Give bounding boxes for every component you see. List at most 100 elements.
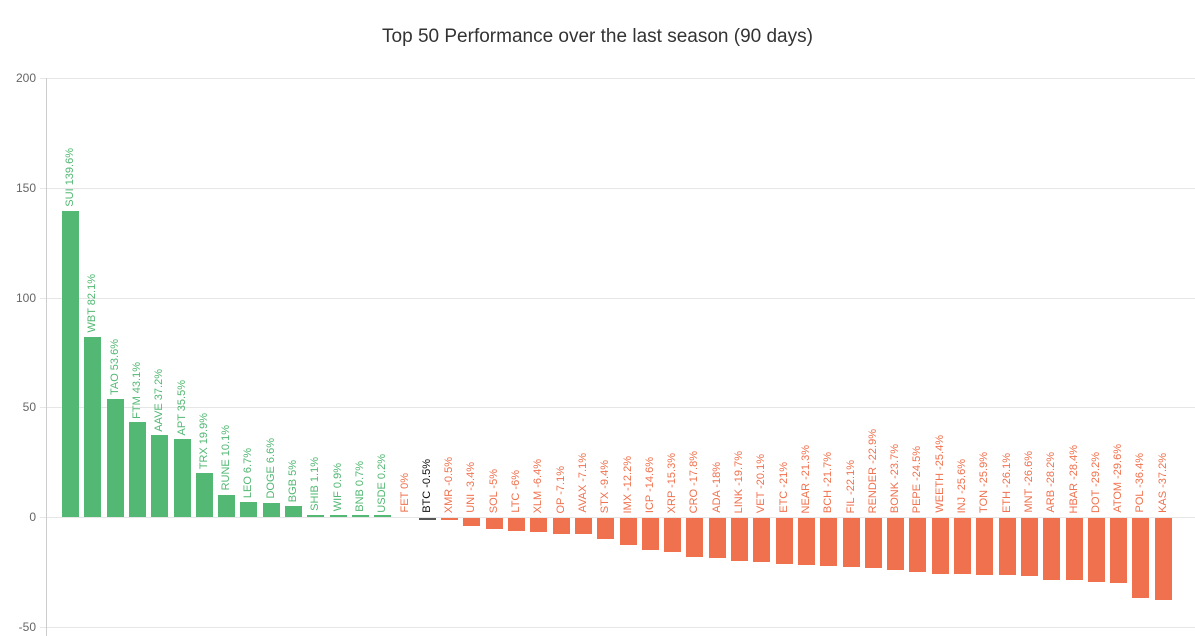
bar-STX[interactable] (597, 518, 614, 539)
bar-OP[interactable] (553, 518, 570, 534)
bar-ARB[interactable] (1043, 518, 1060, 580)
bar-label-CRO: CRO -17.8% (688, 450, 700, 513)
bar-POL[interactable] (1132, 518, 1149, 598)
bar-AAVE[interactable] (151, 435, 168, 517)
bar-LEO[interactable] (240, 502, 257, 517)
bar-MNT[interactable] (1021, 518, 1038, 577)
bar-ICP[interactable] (642, 518, 659, 550)
y-axis-line (46, 78, 47, 636)
bar-label-APT: APT 35.5% (176, 379, 188, 436)
bar-label-INJ: INJ -25.6% (956, 458, 968, 513)
bar-RENDER[interactable] (865, 518, 882, 569)
bar-label-AVAX: AVAX -7.1% (577, 453, 589, 513)
bar-PEPE[interactable] (909, 518, 926, 572)
y-axis-tick-label: 150 (15, 181, 36, 195)
bar-LINK[interactable] (731, 518, 748, 562)
bar-XLM[interactable] (530, 518, 547, 532)
bar-label-HBAR: HBAR -28.4% (1068, 444, 1080, 513)
bar-XRP[interactable] (664, 518, 681, 552)
bar-BONK[interactable] (887, 518, 904, 570)
bar-AVAX[interactable] (575, 518, 592, 534)
bar-LTC[interactable] (508, 518, 525, 532)
bar-ETH[interactable] (999, 518, 1016, 576)
bar-label-BONK: BONK -23.7% (889, 443, 901, 513)
bar-label-TRX: TRX 19.9% (198, 413, 210, 470)
bar-NEAR[interactable] (798, 518, 815, 565)
bar-RUNE[interactable] (218, 494, 235, 517)
bar-ATOM[interactable] (1110, 518, 1127, 583)
bar-SOL[interactable] (486, 518, 503, 529)
gridline (40, 517, 1195, 518)
bar-label-VET: VET -20.1% (755, 453, 767, 513)
bar-label-SUI: SUI 139.6% (64, 147, 76, 207)
bar-INJ[interactable] (954, 518, 971, 575)
y-axis-tick-label: 50 (22, 400, 36, 414)
bar-label-WIF: WIF 0.9% (332, 462, 344, 511)
gridline (40, 298, 1195, 299)
bar-SHIB[interactable] (307, 514, 324, 517)
bar-HBAR[interactable] (1066, 518, 1083, 581)
bar-ETC[interactable] (776, 518, 793, 565)
bar-BTC[interactable] (419, 518, 436, 520)
gridline (40, 627, 1195, 628)
bar-label-NEAR: NEAR -21.3% (800, 444, 812, 513)
bar-VET[interactable] (753, 518, 770, 563)
bar-label-ATOM: ATOM -29.6% (1112, 444, 1124, 513)
bar-label-ADA: ADA -18% (711, 462, 723, 513)
bar-ADA[interactable] (709, 518, 726, 558)
bar-WBT[interactable] (84, 336, 101, 517)
bar-SUI[interactable] (62, 210, 79, 517)
bar-label-ICP: ICP -14.6% (644, 456, 656, 513)
bar-label-WBT: WBT 82.1% (86, 274, 98, 333)
bar-WIF[interactable] (330, 515, 347, 517)
bar-label-FTM: FTM 43.1% (131, 361, 143, 419)
gridline (40, 407, 1195, 408)
bar-label-IMX: IMX -12.2% (622, 455, 634, 513)
bar-KAS[interactable] (1155, 518, 1172, 600)
y-axis-tick-label: 200 (15, 71, 36, 85)
bar-FTM[interactable] (129, 422, 146, 517)
bar-IMX[interactable] (620, 518, 637, 545)
bar-label-LTC: LTC -6% (510, 470, 522, 513)
y-axis-tick-label: 0 (29, 510, 36, 524)
chart-title: Top 50 Performance over the last season … (382, 26, 813, 47)
bar-label-BCH: BCH -21.7% (822, 451, 834, 513)
bar-label-LEO: LEO 6.7% (242, 448, 254, 499)
bar-XMR[interactable] (441, 518, 458, 520)
bar-label-STX: STX -9.4% (599, 459, 611, 513)
bar-TON[interactable] (976, 518, 993, 575)
bar-DOGE[interactable] (263, 502, 280, 517)
bar-label-ETH: ETH -26.1% (1001, 453, 1013, 513)
bar-BNB[interactable] (352, 515, 369, 517)
bar-label-BNB: BNB 0.7% (354, 460, 366, 512)
gridline (40, 188, 1195, 189)
bar-label-POL: POL -36.4% (1134, 453, 1146, 513)
gridline (40, 78, 1195, 79)
bar-label-MNT: MNT -26.6% (1023, 451, 1035, 513)
bar-TAO[interactable] (107, 399, 124, 517)
bar-TRX[interactable] (196, 473, 213, 517)
bar-APT[interactable] (174, 439, 191, 517)
y-axis-tick-label: -50 (18, 620, 36, 634)
bar-label-TAO: TAO 53.6% (109, 339, 121, 396)
bar-FIL[interactable] (843, 518, 860, 567)
bar-label-SOL: SOL -5% (488, 468, 500, 513)
bar-CRO[interactable] (686, 518, 703, 558)
bar-label-UNI: UNI -3.4% (465, 462, 477, 513)
bar-label-PEPE: PEPE -24.5% (911, 445, 923, 513)
bar-WEETH[interactable] (932, 518, 949, 574)
bar-DOT[interactable] (1088, 518, 1105, 583)
bar-label-WEETH: WEETH -25.4% (934, 435, 946, 513)
bar-label-ARB: ARB -28.2% (1045, 452, 1057, 513)
bar-label-USDE: USDE 0.2% (376, 453, 388, 513)
bar-USDE[interactable] (374, 515, 391, 517)
bar-label-LINK: LINK -19.7% (733, 450, 745, 513)
bar-BGB[interactable] (285, 506, 302, 517)
bar-UNI[interactable] (463, 518, 480, 526)
bar-BCH[interactable] (820, 518, 837, 566)
bar-label-FET: FET 0% (399, 473, 411, 513)
bar-label-TON: TON -25.9% (978, 452, 990, 513)
bar-label-BTC: BTC -0.5% (421, 459, 433, 513)
